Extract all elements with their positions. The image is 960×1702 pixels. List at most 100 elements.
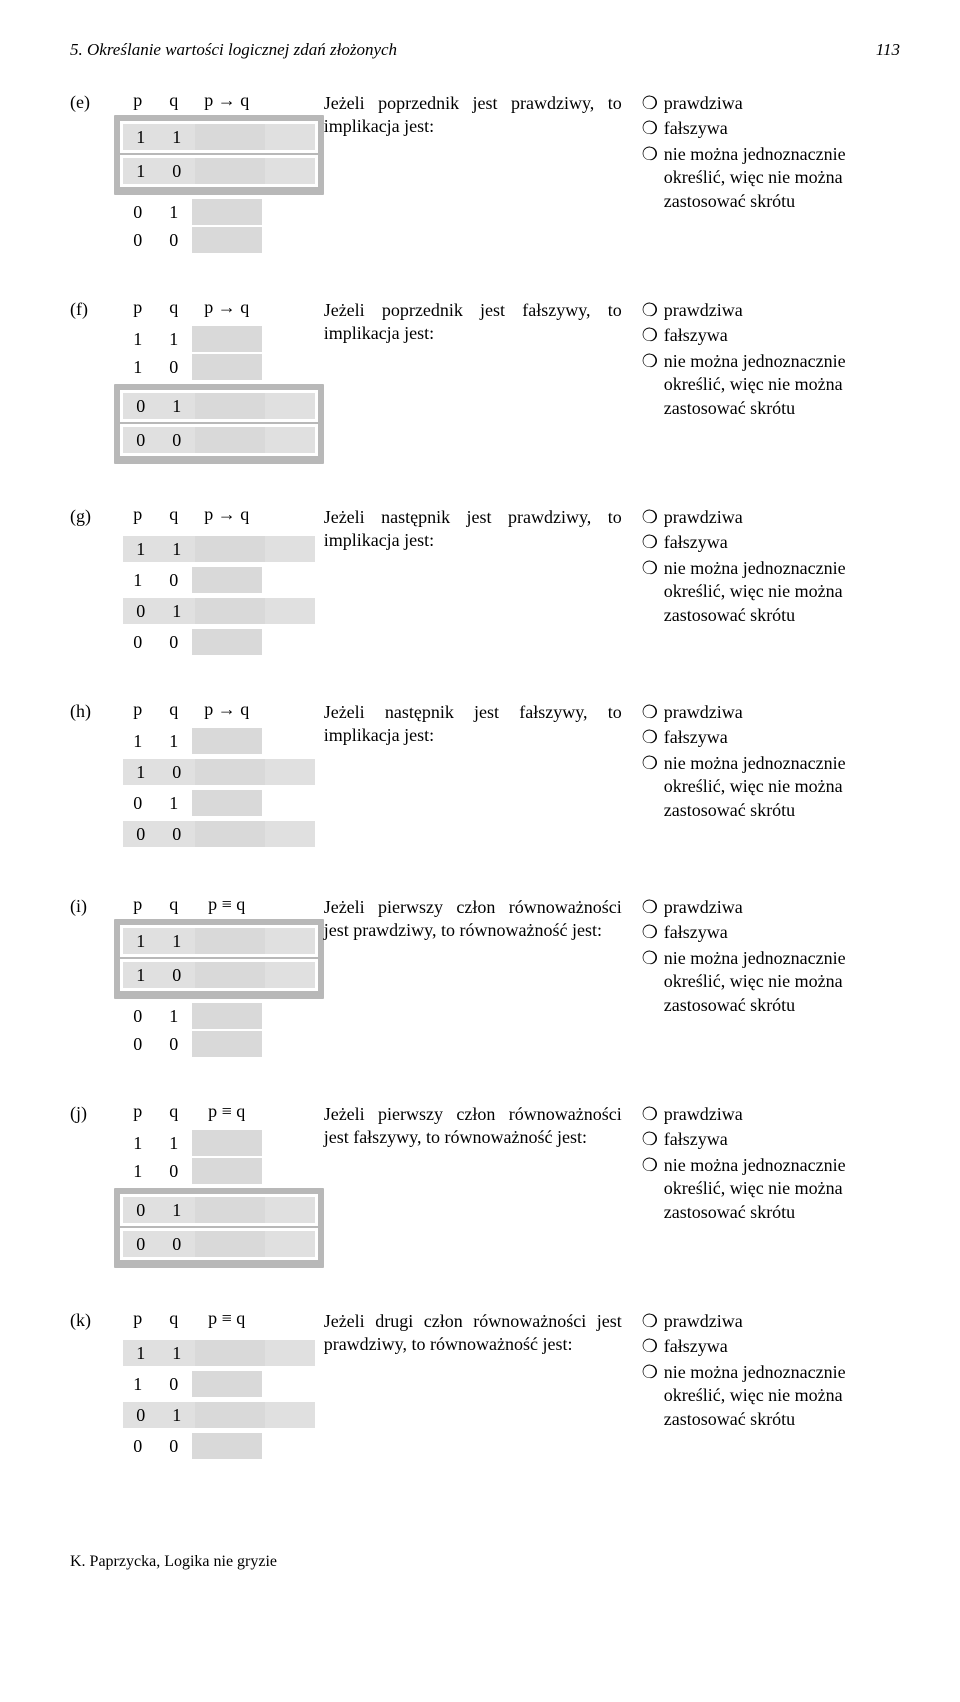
table-head: pqp → q (114, 297, 324, 318)
answer-text: fałszywa (664, 531, 728, 554)
cell-p: 1 (120, 728, 156, 754)
result-cell (195, 1340, 265, 1366)
table-body: 11100100 (114, 115, 324, 257)
result-cell (195, 124, 265, 150)
table-body: 11100100 (114, 529, 324, 659)
table-body: 11100100 (114, 724, 324, 854)
cell-p: 1 (120, 1158, 156, 1184)
answer-options: ❍prawdziwa❍fałszywa❍nie można jednoznacz… (642, 1101, 900, 1226)
answer-option[interactable]: ❍prawdziwa (642, 92, 900, 115)
answer-text: nie można jednoznacznie określić, więc n… (664, 752, 900, 822)
result-cell (192, 227, 262, 253)
answer-option[interactable]: ❍prawdziwa (642, 1103, 900, 1126)
result-cell (195, 1197, 265, 1223)
answer-option[interactable]: ❍fałszywa (642, 1128, 900, 1151)
col-header-q: q (156, 1308, 192, 1329)
truth-table: pqp ≡ q11100100 (114, 1308, 324, 1463)
highlight-band: 1110 (114, 919, 324, 999)
cell-q: 1 (159, 124, 195, 150)
question-text: Jeżeli poprzednik jest fałszywy, to impl… (324, 297, 642, 346)
cell-q: 0 (156, 1371, 192, 1397)
col-header-op: p → q (192, 297, 262, 318)
cell-p: 1 (123, 759, 159, 785)
plain-group: 0100 (114, 195, 324, 257)
truth-table: pqp → q11100100 (114, 504, 324, 659)
answer-option[interactable]: ❍fałszywa (642, 531, 900, 554)
answer-option[interactable]: ❍fałszywa (642, 324, 900, 347)
answer-option[interactable]: ❍nie można jednoznacznie określić, więc … (642, 1154, 900, 1224)
answer-option[interactable]: ❍nie można jednoznacznie określić, więc … (642, 752, 900, 822)
table-row: 10 (120, 756, 318, 788)
cell-q: 1 (159, 393, 195, 419)
col-header-op: p ≡ q (192, 1101, 262, 1122)
result-cell (192, 728, 262, 754)
table-head: pqp ≡ q (114, 1308, 324, 1329)
radio-circle-icon: ❍ (642, 1103, 664, 1126)
answer-text: prawdziwa (664, 896, 743, 919)
plain-group: 1110 (114, 322, 324, 384)
cell-q: 1 (159, 928, 195, 954)
col-header-p: p (120, 90, 156, 111)
answer-options: ❍prawdziwa❍fałszywa ❍nie można jednoznacz… (642, 504, 900, 629)
answer-option[interactable]: ❍nie można jednoznacznie określić, więc … (642, 143, 900, 213)
answer-option[interactable]: ❍prawdziwa (642, 506, 900, 529)
cell-p: 1 (123, 124, 159, 150)
answer-option[interactable]: ❍nie można jednoznacznie określić, więc … (642, 557, 900, 627)
answer-option[interactable]: ❍fałszywa (642, 1335, 900, 1358)
cell-p: 0 (123, 821, 159, 847)
table-head: pqp ≡ q (114, 1101, 324, 1122)
answer-option[interactable]: ❍fałszywa (642, 117, 900, 140)
table-row: 00 (120, 1031, 318, 1057)
cell-p: 0 (120, 199, 156, 225)
table-row: 10 (120, 1158, 318, 1184)
table-row: 10 (120, 567, 318, 593)
cell-p: 0 (120, 227, 156, 253)
answer-option[interactable]: ❍prawdziwa (642, 1310, 900, 1333)
table-row: 00 (120, 629, 318, 655)
cell-q: 0 (159, 759, 195, 785)
cell-q: 0 (159, 158, 195, 184)
col-header-p: p (120, 297, 156, 318)
table-row: 10 (120, 959, 318, 991)
cell-p: 0 (120, 629, 156, 655)
question-text: Jeżeli pierwszy człon równoważności jest… (324, 894, 642, 943)
radio-circle-icon: ❍ (642, 350, 664, 373)
result-cell (192, 1433, 262, 1459)
table-row: 11 (120, 326, 318, 352)
table-row: 11 (120, 533, 318, 565)
cell-q: 0 (159, 821, 195, 847)
answer-option[interactable]: ❍fałszywa (642, 921, 900, 944)
answer-text: fałszywa (664, 117, 728, 140)
question-text: Jeżeli następnik jest fałszywy, to impli… (324, 699, 642, 748)
answer-option[interactable]: ❍prawdziwa (642, 701, 900, 724)
table-row: 01 (120, 390, 318, 422)
answer-option[interactable]: ❍nie można jednoznacznie określić, więc … (642, 1361, 900, 1431)
cell-q: 1 (156, 326, 192, 352)
table-head: pqp ≡ q (114, 894, 324, 915)
table-body: 11100100 (114, 919, 324, 1061)
answer-text: prawdziwa (664, 1310, 743, 1333)
answer-text: prawdziwa (664, 299, 743, 322)
col-header-p: p (120, 504, 156, 525)
result-cell (195, 1231, 265, 1257)
cell-q: 1 (159, 1340, 195, 1366)
col-header-op: p → q (192, 699, 262, 720)
answer-options: ❍prawdziwa❍fałszywa❍nie można jednoznacz… (642, 894, 900, 1019)
radio-circle-icon: ❍ (642, 947, 664, 970)
answer-text: nie można jednoznacznie określić, więc n… (664, 1154, 900, 1224)
truth-table: pqp ≡ q11100100 (114, 894, 324, 1061)
item-label: (h) (70, 699, 114, 722)
cell-q: 1 (159, 1402, 195, 1428)
answer-option[interactable]: ❍prawdziwa (642, 896, 900, 919)
answer-option[interactable]: ❍prawdziwa (642, 299, 900, 322)
answer-options: ❍prawdziwa❍fałszywa❍nie można jednoznacz… (642, 297, 900, 422)
col-header-op: p → q (192, 504, 262, 525)
col-header-q: q (156, 90, 192, 111)
col-header-p: p (120, 1308, 156, 1329)
table-head: pqp → q (114, 504, 324, 525)
answer-option[interactable]: ❍nie można jednoznacznie określić, więc … (642, 350, 900, 420)
answer-option[interactable]: ❍fałszywa (642, 726, 900, 749)
radio-circle-icon: ❍ (642, 1335, 664, 1358)
cell-p: 1 (120, 326, 156, 352)
answer-option[interactable]: ❍nie można jednoznacznie określić, więc … (642, 947, 900, 1017)
